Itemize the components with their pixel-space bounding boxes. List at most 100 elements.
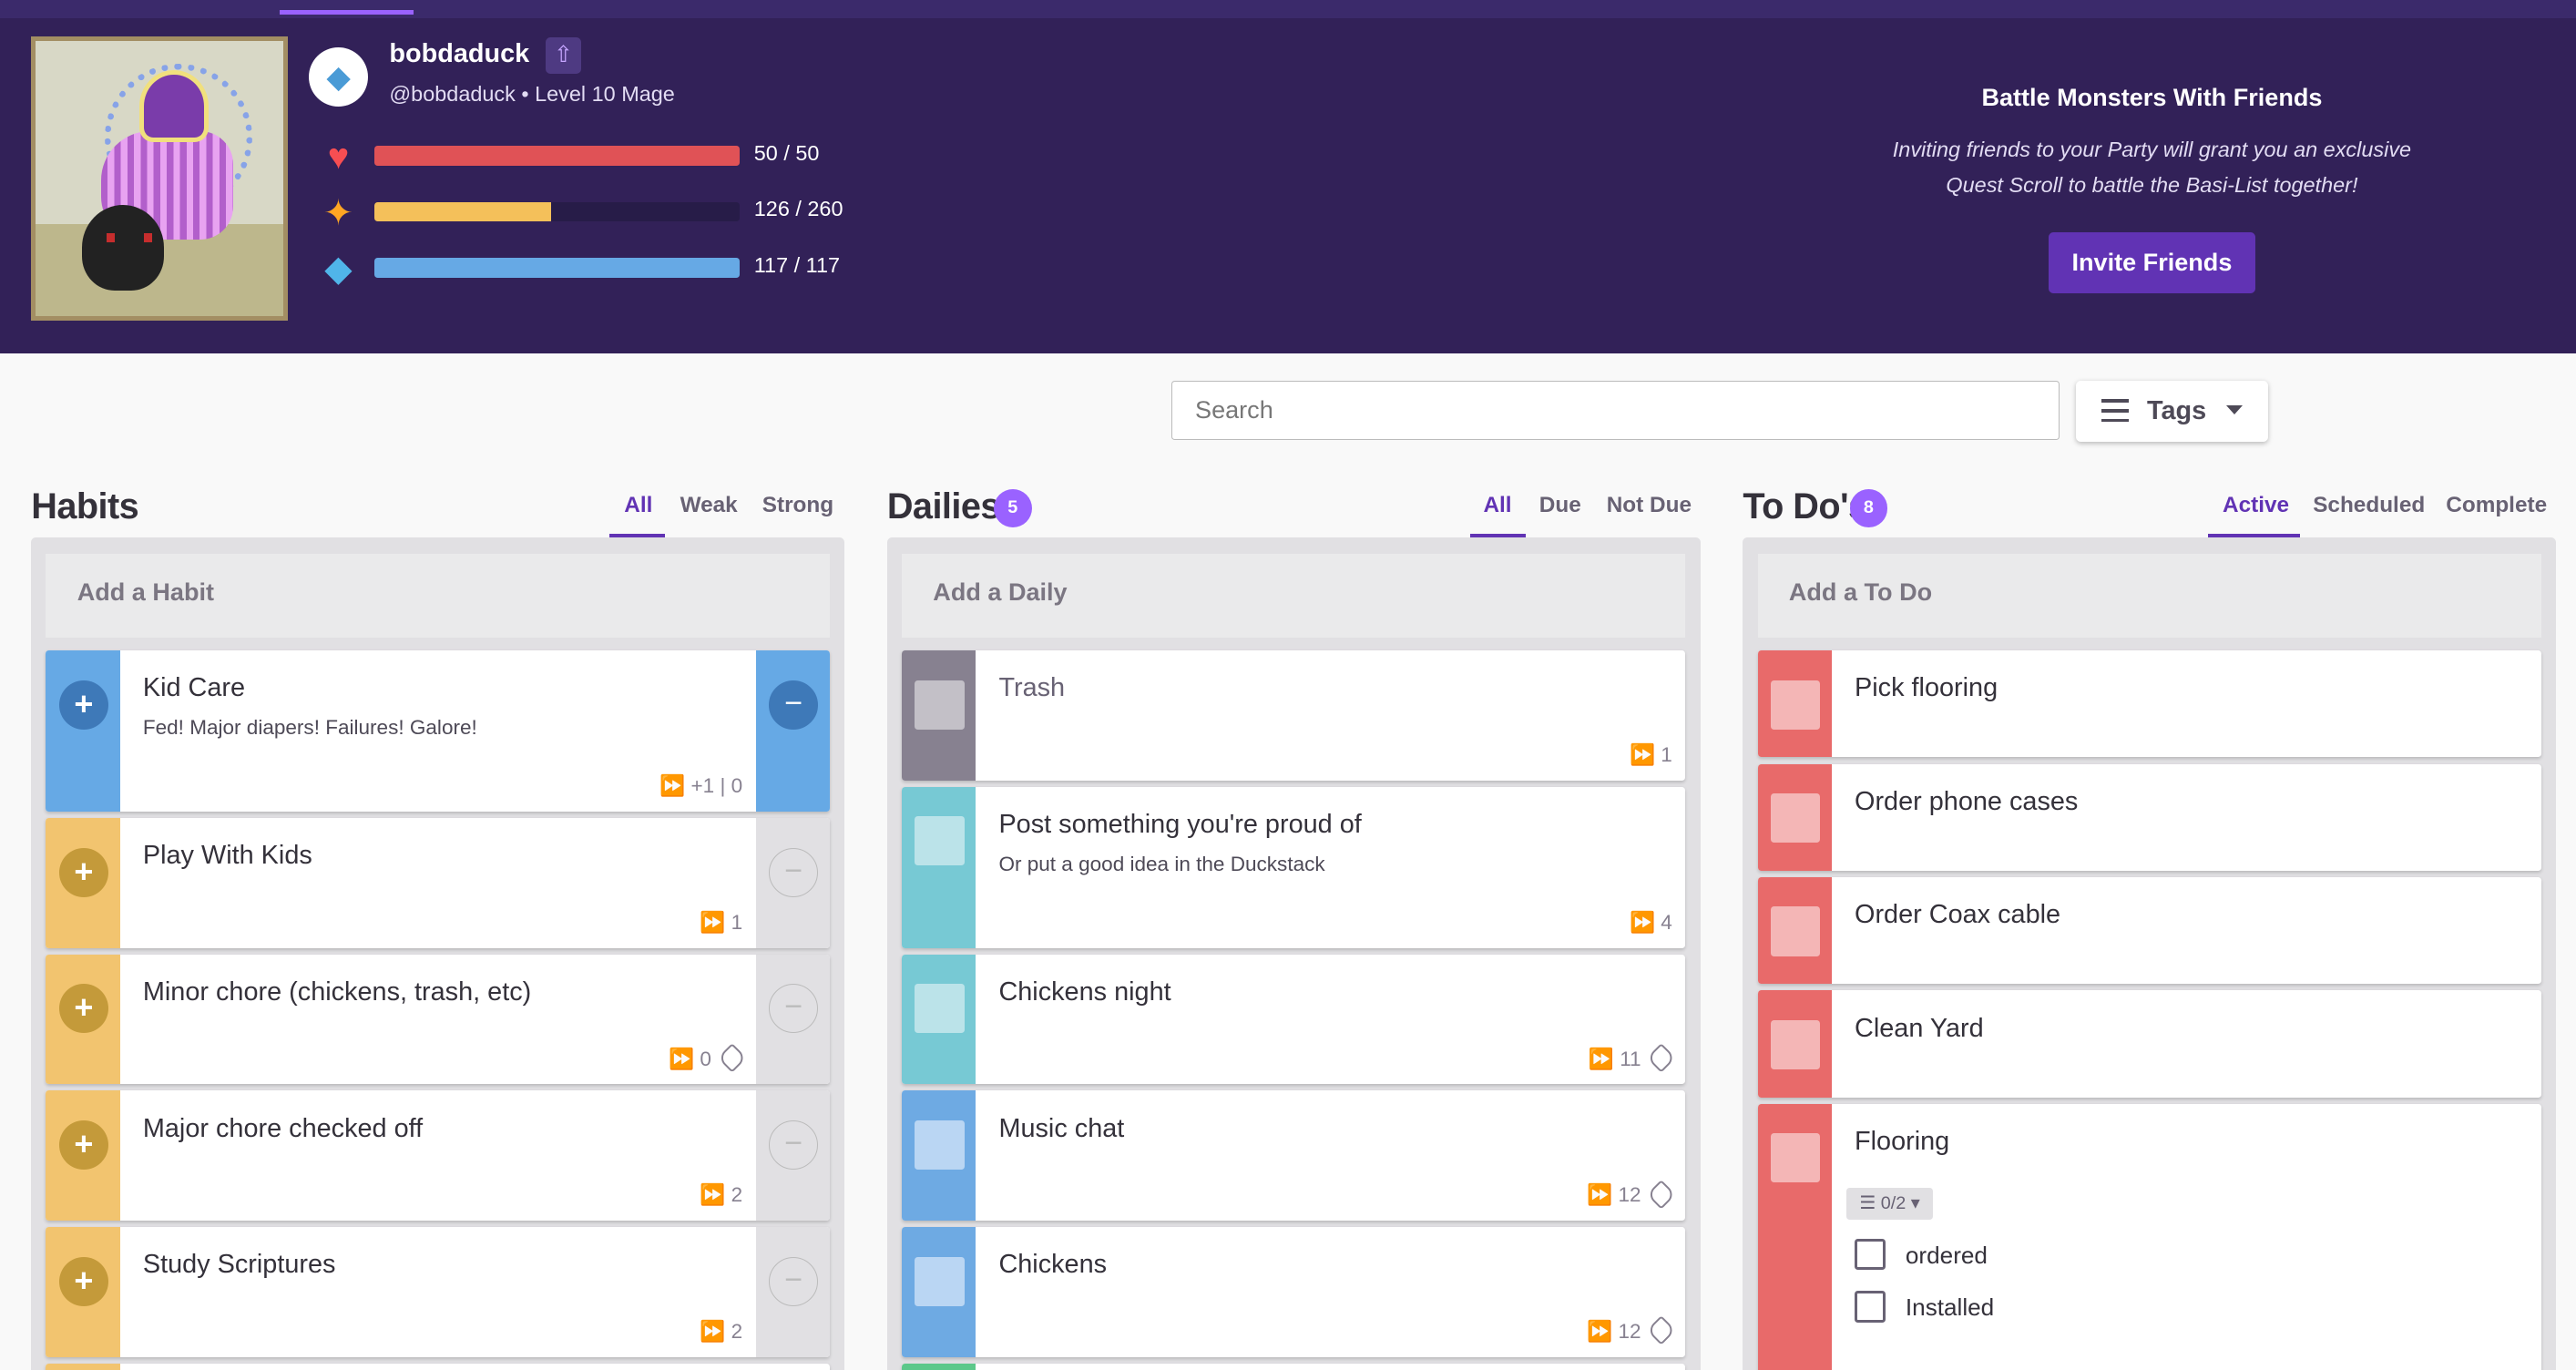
minus-button[interactable]: − (768, 1256, 819, 1306)
promo-title: Battle Monsters With Friends (1981, 83, 2323, 111)
todo-card[interactable]: Order Coax cable (1757, 877, 2541, 985)
todo-title: Order Coax cable (1855, 900, 2061, 930)
daily-checkbox[interactable] (915, 984, 965, 1034)
habit-card[interactable] (46, 1363, 830, 1370)
habit-card[interactable]: + Kid Care Fed! Major diapers! Failures!… (46, 650, 830, 812)
habit-streak: ⏩ 0 (669, 1043, 747, 1074)
dailies-filter-all[interactable]: All (1483, 493, 1512, 517)
habit-title: Major chore checked off (142, 1113, 424, 1143)
habits-column: Habits All Weak Strong Add a Habit + Kid… (31, 481, 844, 1370)
plus-button[interactable]: + (58, 680, 108, 730)
todos-list: Add a To Do Pick flooring Order phone ca… (1743, 537, 2557, 1370)
daily-card[interactable] (902, 1363, 1686, 1370)
habit-card[interactable]: + Major chore checked off ⏩ 2 − (46, 1090, 830, 1221)
todos-filter-complete[interactable]: Complete (2446, 493, 2548, 517)
experience-bar-fill (374, 201, 552, 222)
todos-column: To Do's 8 Active Scheduled Complete Add … (1743, 481, 2557, 1370)
daily-checkbox[interactable] (915, 816, 965, 866)
todos-title: To Do's (1743, 486, 1868, 527)
todo-checkbox[interactable] (1771, 1133, 1821, 1183)
mana-stat: ◆ 117 / 117 (317, 247, 875, 290)
habit-streak: ⏩ 2 (700, 1320, 743, 1344)
minus-button[interactable]: − (768, 680, 819, 730)
habit-streak: ⏩ 2 (700, 1183, 743, 1207)
daily-streak: ⏩ 11 (1589, 1043, 1677, 1074)
habit-streak: ⏩ +1 | 0 (659, 774, 743, 798)
todos-filter-active[interactable]: Active (2223, 493, 2290, 517)
habits-filter-strong[interactable]: Strong (762, 493, 834, 517)
daily-card[interactable]: Post something you're proud of Or put a … (902, 786, 1686, 948)
habit-title: Play With Kids (142, 841, 312, 871)
daily-notes: Or put a good idea in the Duckstack (998, 852, 1325, 875)
pet-icon (81, 204, 164, 291)
daily-card[interactable]: Trash ⏩ 1 (902, 650, 1686, 781)
checklist-checkbox[interactable] (1855, 1238, 1886, 1270)
mana-icon: ◆ (324, 249, 353, 290)
minus-button[interactable]: − (768, 984, 819, 1034)
checklist-item[interactable]: Installed (1855, 1291, 1994, 1323)
daily-card[interactable]: Music chat ⏩ 12 (902, 1090, 1686, 1221)
todo-title: Clean Yard (1855, 1013, 1984, 1043)
chevron-down-icon (2225, 405, 2243, 414)
tag-icon (1646, 1179, 1677, 1210)
filter-sliders-icon (2101, 399, 2130, 423)
experience-value: 126 / 260 (753, 197, 843, 221)
todo-checkbox[interactable] (1771, 1019, 1821, 1069)
dailies-filter-due[interactable]: Due (1538, 493, 1581, 517)
search-input[interactable] (1170, 381, 2060, 441)
daily-checkbox[interactable] (915, 1256, 965, 1306)
checklist-checkbox[interactable] (1855, 1291, 1886, 1323)
habit-card[interactable]: + Play With Kids ⏩ 1 − (46, 818, 830, 948)
checklist-item[interactable]: ordered (1855, 1238, 1988, 1270)
todos-filter-scheduled[interactable]: Scheduled (2313, 493, 2426, 517)
tags-dropdown-button[interactable]: Tags (2076, 381, 2269, 443)
plus-button[interactable]: + (58, 1256, 108, 1306)
daily-streak: ⏩ 1 (1629, 743, 1672, 767)
todo-card[interactable]: Pick flooring (1757, 650, 2541, 758)
habit-notes: Fed! Major diapers! Failures! Galore! (142, 716, 477, 740)
invite-friends-button[interactable]: Invite Friends (2049, 231, 2255, 293)
level-up-icon[interactable]: ⇧ (545, 37, 582, 75)
plus-button[interactable]: + (58, 847, 108, 897)
daily-checkbox[interactable] (915, 680, 965, 730)
checklist-toggle[interactable]: ☰ 0/2 ▾ (1846, 1187, 1934, 1220)
party-promo: Battle Monsters With Friends Inviting fr… (1824, 84, 2480, 293)
plus-button[interactable]: + (58, 984, 108, 1034)
minus-button[interactable]: − (768, 1120, 819, 1170)
habits-filter-all[interactable]: All (624, 493, 653, 517)
dailies-filter-not-due[interactable]: Not Due (1606, 493, 1692, 517)
daily-title: Post something you're proud of (998, 810, 1362, 840)
habits-list: Add a Habit + Kid Care Fed! Major diaper… (31, 537, 844, 1370)
top-nav-bar (0, 0, 2576, 18)
avatar[interactable] (31, 36, 288, 321)
daily-checkbox[interactable] (915, 1120, 965, 1170)
daily-card[interactable]: Chickens night ⏩ 11 (902, 954, 1686, 1085)
add-daily-input[interactable]: Add a Daily (902, 553, 1686, 638)
username: bobdaduck (389, 39, 530, 69)
active-filter-underline (1470, 534, 1527, 537)
todo-card[interactable]: Flooring ☰ 0/2 ▾ ordered Installed (1757, 1103, 2541, 1370)
todo-checkbox[interactable] (1771, 680, 1821, 730)
todo-title: Pick flooring (1855, 673, 1998, 703)
health-bar-fill (374, 146, 740, 167)
heart-icon: ♥ (327, 137, 350, 178)
habits-filter-weak[interactable]: Weak (680, 493, 738, 517)
daily-card[interactable]: Chickens ⏩ 12 (902, 1227, 1686, 1357)
todo-card[interactable]: Clean Yard (1757, 990, 2541, 1098)
daily-streak: ⏩ 12 (1587, 1179, 1677, 1210)
dailies-title: Dailies (886, 486, 1001, 527)
add-todo-input[interactable]: Add a To Do (1757, 553, 2541, 638)
plus-button[interactable]: + (58, 1120, 108, 1170)
add-habit-input[interactable]: Add a Habit (46, 553, 830, 638)
tag-icon (716, 1043, 747, 1074)
promo-line-1: Inviting friends to your Party will gran… (1892, 137, 2412, 161)
experience-stat: ✦ 126 / 260 (317, 190, 875, 233)
habit-card[interactable]: + Minor chore (chickens, trash, etc) ⏩ 0… (46, 954, 830, 1085)
minus-button[interactable]: − (768, 847, 819, 897)
todo-checkbox[interactable] (1771, 906, 1821, 956)
todo-checkbox[interactable] (1771, 793, 1821, 843)
habit-card[interactable]: + Study Scriptures ⏩ 2 − (46, 1227, 830, 1357)
dailies-list: Add a Daily Trash ⏩ 1 Post something you… (886, 537, 1701, 1370)
tag-icon (1646, 1043, 1677, 1074)
todo-card[interactable]: Order phone cases (1757, 763, 2541, 871)
